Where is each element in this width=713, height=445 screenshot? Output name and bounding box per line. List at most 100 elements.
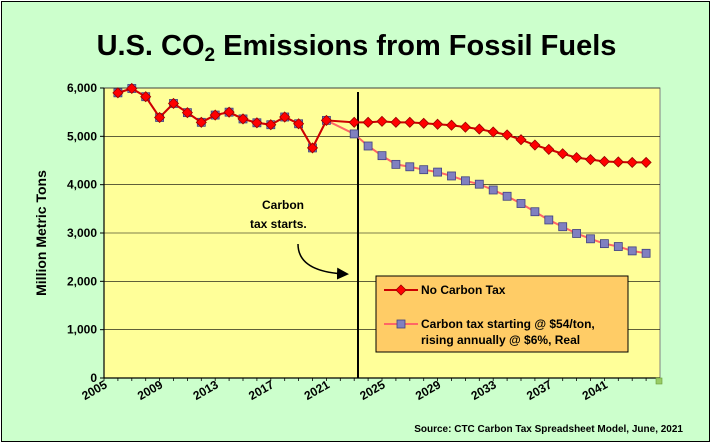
data-point-diamond	[626, 156, 638, 168]
data-point-diamond	[112, 87, 124, 99]
data-point-diamond	[515, 134, 527, 146]
y-tick-label: 5,000	[67, 129, 97, 143]
data-point-diamond	[181, 107, 193, 119]
data-point-diamond	[251, 117, 263, 129]
y-axis-label: Million Metric Tons	[33, 170, 49, 296]
x-tick-label: 2013	[191, 377, 221, 403]
data-point-square	[627, 246, 637, 256]
data-point-square	[488, 185, 498, 195]
data-point-diamond	[376, 115, 388, 127]
y-tick-label: 4,000	[67, 178, 97, 192]
x-tick-label: 2017	[246, 377, 276, 403]
data-point-square	[349, 129, 359, 139]
x-tick-label: 2041	[580, 377, 610, 403]
data-point-diamond	[571, 152, 583, 164]
data-point-diamond	[487, 126, 499, 138]
y-tick-label: 3,000	[67, 226, 97, 240]
data-point-diamond	[598, 155, 610, 168]
axis-end-marker	[655, 377, 663, 385]
data-point-diamond	[237, 113, 249, 125]
data-point-square	[419, 165, 429, 175]
y-tick-label: 0	[90, 371, 97, 385]
legend-box	[375, 275, 629, 353]
legend-label-carbon-tax-2: rising annually @ $6%, Real	[421, 333, 580, 347]
data-point-square	[586, 234, 595, 244]
data-point-diamond	[418, 117, 430, 129]
annotation-line-2: tax starts.	[250, 217, 307, 231]
data-point-diamond	[404, 116, 416, 128]
data-point-diamond	[529, 139, 541, 151]
data-point-diamond	[473, 123, 485, 135]
data-point-diamond	[167, 97, 180, 110]
data-point-square	[544, 215, 554, 225]
data-point-square	[502, 191, 512, 201]
data-point-square	[460, 176, 470, 186]
source-note: Source: CTC Carbon Tax Spreadsheet Model…	[414, 424, 683, 435]
data-point-square	[641, 248, 651, 258]
series-group	[112, 82, 652, 258]
x-tick-label: 2029	[413, 377, 443, 403]
data-point-diamond	[432, 118, 444, 130]
x-tick-label: 2025	[357, 377, 387, 403]
data-point-square	[433, 167, 443, 177]
data-point-square	[363, 141, 373, 151]
data-point-diamond	[279, 111, 291, 123]
data-point-diamond	[265, 119, 277, 131]
data-point-diamond	[140, 91, 152, 103]
x-tick-label: 2021	[302, 377, 332, 403]
data-point-diamond	[557, 148, 569, 160]
data-point-diamond	[195, 116, 207, 128]
data-point-square	[391, 159, 401, 169]
data-point-square	[613, 242, 623, 251]
data-point-diamond	[362, 116, 374, 128]
x-tick-label: 2009	[135, 377, 165, 403]
data-point-diamond	[209, 109, 221, 121]
y-tick-labels: 0 1,000 2,000 3,000 4,000 5,000 6,000	[67, 81, 97, 385]
chart-title: U.S. CO2 Emissions from Fossil Fuels	[0, 30, 713, 67]
chart-title-rest: Emissions from Fossil Fuels	[215, 30, 617, 62]
data-point-diamond	[584, 153, 597, 166]
data-point-diamond	[293, 118, 305, 130]
data-point-diamond	[543, 143, 555, 155]
x-tick-label: 2037	[524, 377, 554, 403]
data-point-square	[474, 179, 484, 189]
annotation-line-1: Carbon	[262, 198, 304, 212]
annotation-group: Carbon tax starts.	[250, 198, 349, 280]
data-point-diamond	[348, 116, 360, 128]
data-point-square	[447, 171, 456, 181]
axes	[103, 88, 663, 385]
data-point-diamond	[459, 121, 471, 133]
data-point-diamond	[390, 116, 402, 128]
chart-title-subscript: 2	[204, 45, 216, 66]
legend-marker-no-tax	[395, 284, 407, 296]
y-tick-label: 6,000	[67, 81, 97, 95]
data-point-diamond	[126, 82, 138, 95]
data-point-diamond	[640, 156, 652, 168]
legend-label-no-tax: No Carbon Tax	[421, 283, 506, 297]
data-point-square	[530, 207, 540, 217]
data-point-square	[600, 239, 609, 249]
chart-title-main: U.S. CO	[96, 30, 205, 62]
data-point-diamond	[306, 142, 319, 154]
x-tick-label: 2033	[469, 377, 499, 403]
x-tick-label: 2005	[79, 377, 109, 403]
annotation-arrow	[297, 243, 349, 280]
data-point-diamond	[223, 106, 235, 118]
y-tick-label: 2,000	[67, 274, 97, 288]
data-point-square	[572, 229, 581, 238]
data-point-diamond	[501, 129, 513, 141]
data-point-square	[516, 199, 526, 208]
data-point-diamond	[154, 111, 166, 124]
y-tick-label: 1,000	[67, 323, 97, 337]
data-point-diamond	[612, 156, 624, 168]
data-point-diamond	[445, 119, 458, 131]
data-point-diamond	[320, 114, 332, 126]
x-tick-labels: 2005 2009 2013 2017 2021 2025 2029 2033 2037 2041	[79, 377, 610, 403]
data-point-square	[558, 222, 568, 232]
data-point-square	[377, 151, 387, 161]
legend-label-carbon-tax-1: Carbon tax starting @ $54/ton,	[421, 317, 595, 331]
data-point-square	[405, 162, 415, 172]
legend-marker-carbon-tax	[396, 319, 406, 329]
legend: No Carbon Tax Carbon tax starting @ $54/…	[375, 275, 629, 353]
